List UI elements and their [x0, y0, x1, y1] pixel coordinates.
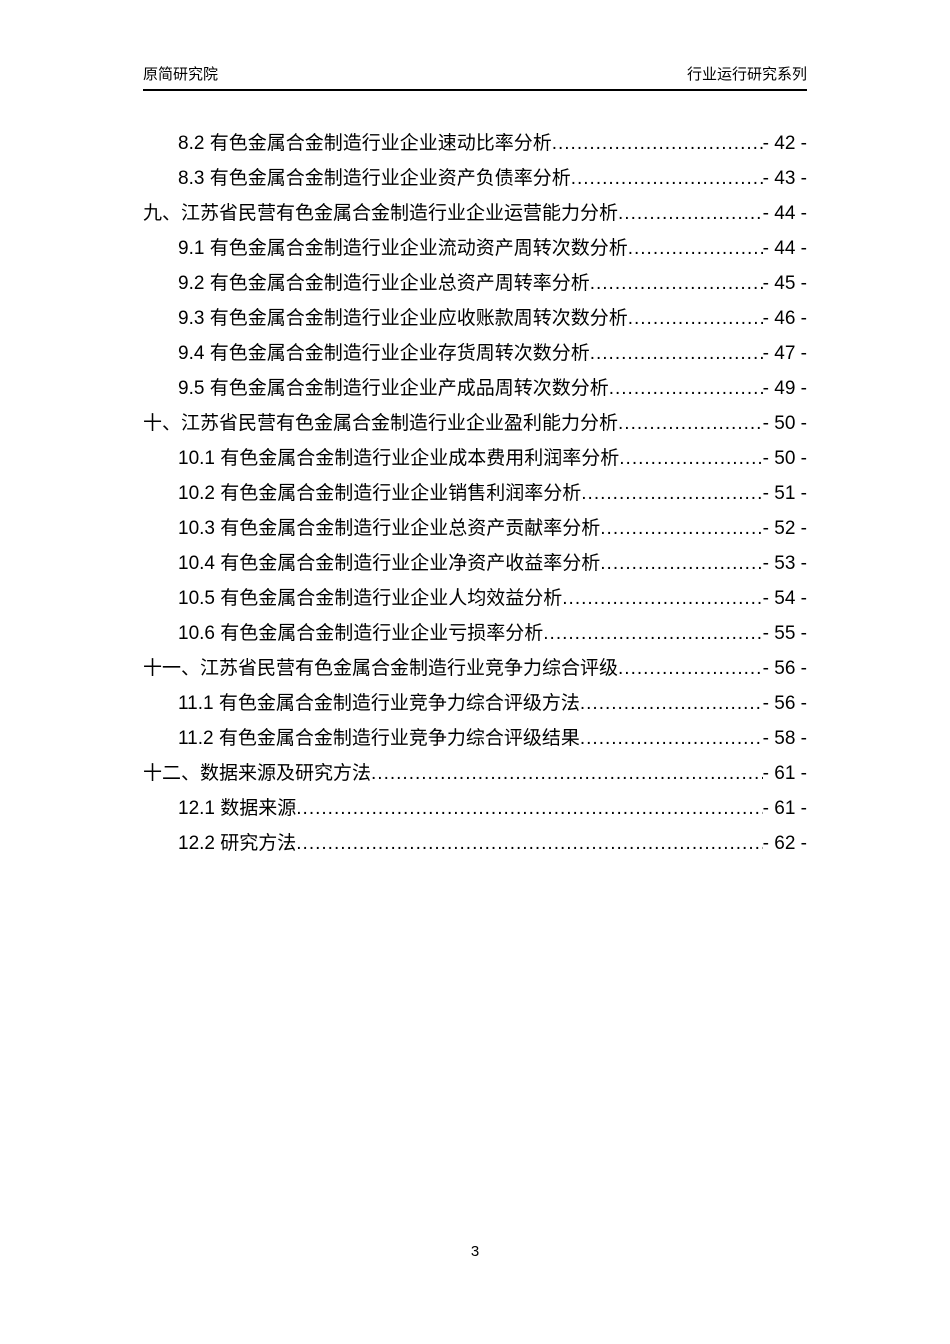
toc-entry[interactable]: 9.2 有色金属合金制造行业企业总资产周转率分析 - 45 -: [143, 266, 807, 301]
dot-leader: [618, 196, 763, 231]
toc-entry-page: - 56 -: [762, 693, 807, 714]
toc-entry[interactable]: 9.1 有色金属合金制造行业企业流动资产周转次数分析 - 44 -: [143, 231, 807, 266]
toc-entry-page: - 42 -: [762, 133, 807, 154]
dot-leader: [543, 616, 762, 651]
toc-entry[interactable]: 10.3 有色金属合金制造行业企业总资产贡献率分析 - 52 -: [143, 511, 807, 546]
toc-entry-page: - 61 -: [762, 798, 807, 819]
dot-leader: [562, 581, 762, 616]
dot-leader: [600, 511, 762, 546]
toc-entry[interactable]: 10.4 有色金属合金制造行业企业净资产收益率分析 - 53 -: [143, 546, 807, 581]
toc-entry-page: - 50 -: [762, 448, 807, 469]
toc-entry[interactable]: 十、江苏省民营有色金属合金制造行业企业盈利能力分析 - 50 -: [143, 406, 807, 441]
dot-leader: [619, 441, 762, 476]
toc-entry[interactable]: 8.3 有色金属合金制造行业企业资产负债率分析 - 43 -: [143, 161, 807, 196]
toc-entry[interactable]: 9.4 有色金属合金制造行业企业存货周转次数分析 - 47 -: [143, 336, 807, 371]
dot-leader: [590, 336, 763, 371]
dot-leader: [609, 371, 763, 406]
toc-entry-title: 10.3 有色金属合金制造行业企业总资产贡献率分析: [178, 518, 601, 539]
toc-entry-title: 8.2 有色金属合金制造行业企业速动比率分析: [178, 133, 552, 154]
toc-entry-title: 九、江苏省民营有色金属合金制造行业企业运营能力分析: [143, 203, 619, 224]
dot-leader: [628, 231, 763, 266]
toc-entry-title: 10.6 有色金属合金制造行业企业亏损率分析: [178, 623, 544, 644]
toc-entry-title: 十二、数据来源及研究方法: [143, 763, 372, 784]
dot-leader: [571, 161, 763, 196]
header-left-text: 原简研究院: [143, 66, 219, 83]
toc-entry-page: - 53 -: [762, 553, 807, 574]
page-header: 原简研究院 行业运行研究系列: [143, 63, 807, 91]
dot-leader: [580, 721, 763, 756]
toc-entry-page: - 50 -: [762, 413, 807, 434]
toc-entry[interactable]: 8.2 有色金属合金制造行业企业速动比率分析 - 42 -: [143, 126, 807, 161]
toc-entry-title: 十一、江苏省民营有色金属合金制造行业竞争力综合评级: [143, 658, 619, 679]
toc-entry-page: - 54 -: [762, 588, 807, 609]
toc-entry-page: - 45 -: [762, 273, 807, 294]
toc-entry-title: 9.5 有色金属合金制造行业企业产成品周转次数分析: [178, 378, 609, 399]
toc-entry-title: 11.2 有色金属合金制造行业竞争力综合评级结果: [178, 728, 580, 749]
toc-entry-title: 十、江苏省民营有色金属合金制造行业企业盈利能力分析: [143, 413, 619, 434]
toc-entry-title: 10.2 有色金属合金制造行业企业销售利润率分析: [178, 483, 582, 504]
toc-entry-title: 11.1 有色金属合金制造行业竞争力综合评级方法: [178, 693, 580, 714]
dot-leader: [618, 406, 763, 441]
toc-entry-page: - 58 -: [762, 728, 807, 749]
toc-entry[interactable]: 12.1 数据来源 - 61 -: [143, 791, 807, 826]
dot-leader: [628, 301, 763, 336]
toc-entry-title: 9.3 有色金属合金制造行业企业应收账款周转次数分析: [178, 308, 628, 329]
dot-leader: [590, 266, 763, 301]
page-number: 3: [470, 1243, 480, 1260]
toc-entry-page: - 51 -: [762, 483, 807, 504]
dot-leader: [552, 126, 763, 161]
header-right-text: 行业运行研究系列: [686, 66, 807, 83]
toc-entry[interactable]: 9.3 有色金属合金制造行业企业应收账款周转次数分析 - 46 -: [143, 301, 807, 336]
toc-entry[interactable]: 10.6 有色金属合金制造行业企业亏损率分析 - 55 -: [143, 616, 807, 651]
dot-leader: [371, 756, 763, 791]
dot-leader: [296, 826, 762, 861]
dot-leader: [600, 546, 762, 581]
toc-entry-page: - 43 -: [762, 168, 807, 189]
toc-entry[interactable]: 11.2 有色金属合金制造行业竞争力综合评级结果 - 58 -: [143, 721, 807, 756]
toc-entry-page: - 44 -: [762, 238, 807, 259]
toc-entry-page: - 44 -: [762, 203, 807, 224]
dot-leader: [581, 476, 762, 511]
toc-entry-page: - 55 -: [762, 623, 807, 644]
toc-entry-page: - 46 -: [762, 308, 807, 329]
toc-entry-title: 10.5 有色金属合金制造行业企业人均效益分析: [178, 588, 563, 609]
toc-entry-title: 9.2 有色金属合金制造行业企业总资产周转率分析: [178, 273, 590, 294]
table-of-contents: 8.2 有色金属合金制造行业企业速动比率分析 - 42 - 8.3 有色金属合金制造…: [143, 126, 807, 861]
toc-entry-page: - 62 -: [762, 833, 807, 854]
toc-entry-page: - 52 -: [762, 518, 807, 539]
dot-leader: [296, 791, 762, 826]
dot-leader: [580, 686, 763, 721]
toc-entry-title: 9.4 有色金属合金制造行业企业存货周转次数分析: [178, 343, 590, 364]
toc-entry[interactable]: 十一、江苏省民营有色金属合金制造行业竞争力综合评级 - 56 -: [143, 651, 807, 686]
toc-entry-title: 12.2 研究方法: [178, 833, 297, 854]
toc-entry[interactable]: 十二、数据来源及研究方法 - 61 -: [143, 756, 807, 791]
toc-entry-title: 10.4 有色金属合金制造行业企业净资产收益率分析: [178, 553, 601, 574]
toc-entry[interactable]: 10.1 有色金属合金制造行业企业成本费用利润率分析 - 50 -: [143, 441, 807, 476]
toc-entry-page: - 61 -: [762, 763, 807, 784]
dot-leader: [618, 651, 763, 686]
toc-entry-page: - 56 -: [762, 658, 807, 679]
toc-entry-title: 8.3 有色金属合金制造行业企业资产负债率分析: [178, 168, 571, 189]
page-footer: 3: [0, 1243, 950, 1260]
toc-entry[interactable]: 12.2 研究方法 - 62 -: [143, 826, 807, 861]
toc-entry-title: 9.1 有色金属合金制造行业企业流动资产周转次数分析: [178, 238, 628, 259]
toc-entry-page: - 49 -: [762, 378, 807, 399]
toc-entry[interactable]: 9.5 有色金属合金制造行业企业产成品周转次数分析 - 49 -: [143, 371, 807, 406]
toc-entry[interactable]: 九、江苏省民营有色金属合金制造行业企业运营能力分析 - 44 -: [143, 196, 807, 231]
toc-entry[interactable]: 11.1 有色金属合金制造行业竞争力综合评级方法 - 56 -: [143, 686, 807, 721]
toc-entry-title: 10.1 有色金属合金制造行业企业成本费用利润率分析: [178, 448, 620, 469]
toc-entry-page: - 47 -: [762, 343, 807, 364]
toc-entry[interactable]: 10.2 有色金属合金制造行业企业销售利润率分析 - 51 -: [143, 476, 807, 511]
toc-entry-title: 12.1 数据来源: [178, 798, 297, 819]
toc-entry[interactable]: 10.5 有色金属合金制造行业企业人均效益分析 - 54 -: [143, 581, 807, 616]
